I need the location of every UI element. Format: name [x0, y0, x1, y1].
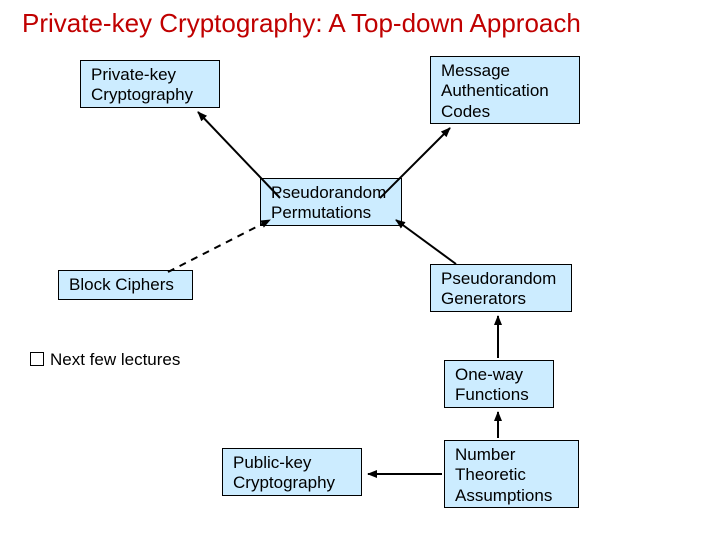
node-public-key-crypto: Public-keyCryptography — [222, 448, 362, 496]
node-one-way-functions: One-wayFunctions — [444, 360, 554, 408]
node-number-theoretic: NumberTheoreticAssumptions — [444, 440, 579, 508]
node-pseudorandom-gen: PseudorandomGenerators — [430, 264, 572, 312]
node-message-auth-codes: MessageAuthenticationCodes — [430, 56, 580, 124]
node-block-ciphers: Block Ciphers — [58, 270, 193, 300]
bullet-next-lectures: Next few lectures — [30, 350, 180, 370]
bullet-square-icon — [30, 352, 44, 366]
page-title: Private-key Cryptography: A Top-down App… — [22, 8, 581, 39]
edge-arrow — [396, 220, 456, 264]
node-pseudorandom-perm: PseudorandomPermutations — [260, 178, 402, 226]
edge-arrow — [168, 220, 270, 272]
node-private-key-crypto: Private-keyCryptography — [80, 60, 220, 108]
